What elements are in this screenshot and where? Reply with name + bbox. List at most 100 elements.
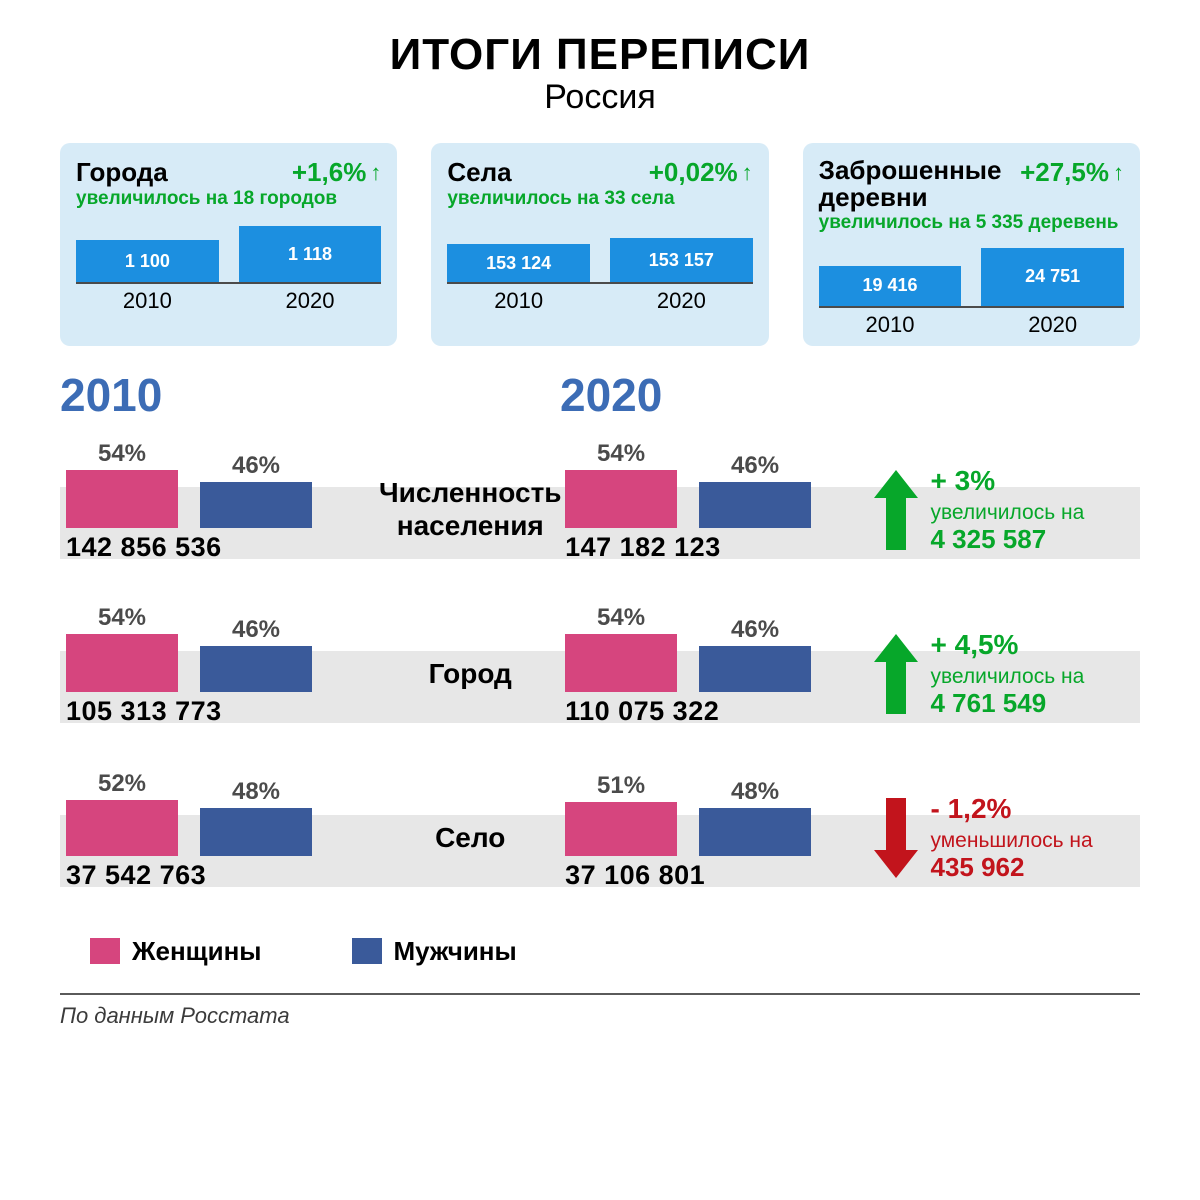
tile-bar: 24 751 [981,248,1124,306]
tile-pct: +1,6%↑ [292,157,381,188]
row-label: Численностьнаселения [375,477,565,541]
male-pct: 46% [232,616,280,644]
delta-pct: - 1,2% [930,793,1092,825]
female-pct: 52% [98,770,146,798]
male-bar [200,646,312,692]
tile-year: 2020 [239,288,382,314]
data-row: 54% 46% 142 856 536 Численностьнаселения… [60,428,1140,592]
delta-num: 4 325 587 [930,524,1084,555]
male-pct: 46% [731,452,779,480]
tile: Заброшенныедеревни +27,5%↑ увеличилось н… [803,143,1140,346]
total-value: 37 106 801 [565,860,874,891]
male-bar [200,808,312,856]
year-heading-right: 2020 [560,368,870,422]
female-bar [565,802,677,856]
up-arrow-icon: ↑ [370,162,381,184]
page-subtitle: Россия [60,78,1140,117]
total-value: 142 856 536 [66,532,375,563]
tile-title: Города [76,157,168,188]
tile-bars: 19 416 24 751 [819,246,1124,308]
row-label: Город [375,658,565,690]
tile-bar-value: 24 751 [981,248,1124,306]
mini-chart: 54% 46% 147 182 123 [565,456,874,563]
female-bar [66,800,178,856]
tile-year: 2020 [610,288,753,314]
female-bar [565,470,677,528]
male-pct: 46% [232,452,280,480]
male-bar [699,482,811,528]
male-bar [200,482,312,528]
delta-word: увеличилось на [930,501,1084,524]
row-label: Село [375,822,565,854]
tile: Города +1,6%↑ увеличилось на 18 городов … [60,143,397,346]
male-bar [699,808,811,856]
tile-pct: +27,5%↑ [1020,157,1124,188]
up-arrow-icon [874,470,918,550]
tile-bars: 1 100 1 118 [76,222,381,284]
female-bar [66,470,178,528]
tile-year: 2010 [819,312,962,338]
legend-label-female: Женщины [132,936,262,967]
female-bar [565,634,677,692]
tile-bar-value: 1 100 [76,240,219,282]
male-pct: 46% [731,616,779,644]
tile-sub: увеличилось на 33 села [447,188,752,210]
tile-sub: увеличилось на 5 335 деревень [819,212,1124,234]
total-value: 37 542 763 [66,860,375,891]
tile-bar: 153 157 [610,238,753,282]
delta-num: 435 962 [930,852,1092,883]
page-title: ИТОГИ ПЕРЕПИСИ [60,30,1140,80]
delta-pct: + 4,5% [930,629,1084,661]
legend-swatch-male [352,938,382,964]
delta-word: увеличилось на [930,665,1084,688]
down-arrow-icon [874,798,918,878]
tile-bar: 1 118 [239,226,382,282]
tile-year: 2010 [76,288,219,314]
tile-pct: +0,02%↑ [649,157,753,188]
legend: Женщины Мужчины [60,936,1140,967]
top-tiles: Города +1,6%↑ увеличилось на 18 городов … [60,143,1140,346]
tile-bar: 153 124 [447,244,590,282]
female-pct: 54% [98,440,146,468]
up-arrow-icon [874,634,918,714]
female-pct: 51% [597,772,645,800]
tile-bar-value: 153 124 [447,244,590,282]
male-bar [699,646,811,692]
data-rows: 54% 46% 142 856 536 Численностьнаселения… [60,428,1140,920]
female-bar [66,634,178,692]
tile-bar: 19 416 [819,266,962,306]
total-value: 105 313 773 [66,696,375,727]
mini-chart: 54% 46% 110 075 322 [565,620,874,727]
year-heading-left: 2010 [60,368,370,422]
female-pct: 54% [98,604,146,632]
tile-bars: 153 124 153 157 [447,222,752,284]
mini-chart: 52% 48% 37 542 763 [66,784,375,891]
tile: Села +0,02%↑ увеличилось на 33 села 153 … [431,143,768,346]
tile-year: 2020 [981,312,1124,338]
footer-source: По данным Росстата [60,1003,1140,1029]
tile-title: Села [447,157,511,188]
tile-sub: увеличилось на 18 городов [76,188,381,210]
tile-title: Заброшенныедеревни [819,157,1002,212]
data-row: 52% 48% 37 542 763 Село 51% 48% [60,756,1140,920]
up-arrow-icon: ↑ [1113,162,1124,184]
tile-bar-value: 153 157 [610,238,753,282]
mini-chart: 54% 46% 142 856 536 [66,456,375,563]
legend-swatch-female [90,938,120,964]
male-pct: 48% [232,778,280,806]
tile-year: 2010 [447,288,590,314]
mini-chart: 54% 46% 105 313 773 [66,620,375,727]
tile-bar-value: 19 416 [819,266,962,306]
tile-bar-value: 1 118 [239,226,382,282]
tile-bar: 1 100 [76,240,219,282]
female-pct: 54% [597,604,645,632]
mini-chart: 51% 48% 37 106 801 [565,784,874,891]
up-arrow-icon: ↑ [742,162,753,184]
legend-label-male: Мужчины [394,936,517,967]
male-pct: 48% [731,778,779,806]
footer-rule [60,993,1140,995]
data-row: 54% 46% 105 313 773 Город 54% 46% [60,592,1140,756]
total-value: 110 075 322 [565,696,874,727]
delta-word: уменьшилось на [930,829,1092,852]
total-value: 147 182 123 [565,532,874,563]
